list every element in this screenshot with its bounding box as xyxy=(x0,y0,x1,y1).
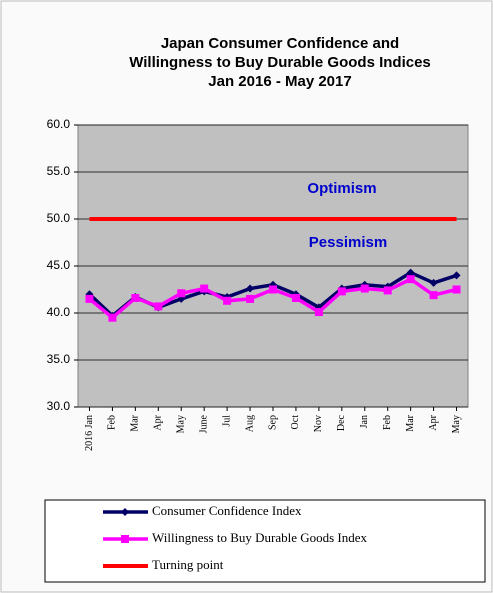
point xyxy=(223,296,232,305)
point xyxy=(383,286,392,295)
legend-label: Turning point xyxy=(152,557,224,572)
legend-label: Willingness to Buy Durable Goods Index xyxy=(152,530,368,545)
x-tick-label: Apr xyxy=(428,414,439,430)
x-tick-label: May xyxy=(176,415,187,433)
x-tick-label: Sep xyxy=(267,415,278,430)
point xyxy=(406,268,415,277)
y-tick-label: 45.0 xyxy=(47,258,71,272)
x-tick-label: Dec xyxy=(336,414,347,431)
point xyxy=(177,289,186,298)
x-tick-label: Mar xyxy=(130,414,141,431)
annotation: Pessimism xyxy=(309,234,387,251)
point xyxy=(291,293,300,302)
x-tick-label: Oct xyxy=(290,415,301,430)
point xyxy=(452,271,461,280)
point xyxy=(406,275,415,284)
legend-label: Consumer Confidence Index xyxy=(152,503,302,518)
y-tick-label: 40.0 xyxy=(47,305,71,319)
point xyxy=(269,285,277,294)
chart-title: Willingness to Buy Durable Goods Indices xyxy=(129,54,431,71)
point xyxy=(452,285,461,294)
annotation: Optimism xyxy=(307,180,376,197)
legend-marker xyxy=(121,535,129,543)
x-tick-label: May xyxy=(451,415,462,433)
point xyxy=(429,291,438,300)
x-tick-label: Mar xyxy=(405,414,416,431)
x-tick-label: 2016 Jan xyxy=(84,415,95,451)
x-tick-label: Apr xyxy=(153,414,164,430)
chart-title: Jan 2016 - May 2017 xyxy=(208,73,351,90)
point xyxy=(85,294,94,303)
chart-title: Japan Consumer Confidence and xyxy=(161,35,399,52)
point xyxy=(337,287,346,296)
y-tick-label: 60.0 xyxy=(47,117,71,131)
point xyxy=(108,313,117,322)
x-tick-label: Feb xyxy=(107,415,118,430)
point xyxy=(314,308,323,317)
x-tick-label: Jan xyxy=(359,415,370,428)
x-tick-label: Nov xyxy=(313,415,324,432)
x-tick-label: Aug xyxy=(244,415,255,432)
point xyxy=(246,294,255,303)
y-tick-label: 55.0 xyxy=(47,164,71,178)
point xyxy=(429,278,438,287)
y-tick-label: 50.0 xyxy=(47,211,71,225)
point xyxy=(246,284,255,293)
legend-marker xyxy=(121,508,129,516)
y-tick-label: 30.0 xyxy=(47,399,71,413)
point xyxy=(360,284,369,293)
point xyxy=(200,284,209,293)
point xyxy=(154,302,163,311)
x-tick-label: Jul xyxy=(221,415,232,427)
x-tick-label: June xyxy=(198,414,209,433)
x-tick-label: Feb xyxy=(382,415,393,430)
point xyxy=(131,293,140,302)
y-tick-label: 35.0 xyxy=(47,352,71,366)
